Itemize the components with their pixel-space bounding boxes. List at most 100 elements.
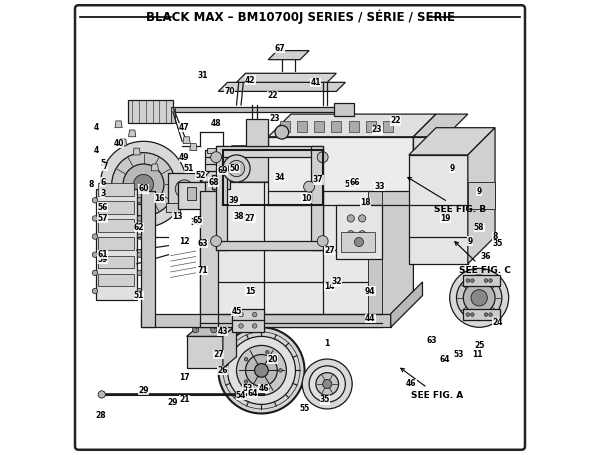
- Polygon shape: [183, 137, 190, 144]
- Polygon shape: [409, 128, 495, 155]
- Polygon shape: [236, 73, 336, 82]
- Circle shape: [223, 155, 250, 182]
- Text: SEE FIG. C: SEE FIG. C: [455, 242, 511, 275]
- Circle shape: [123, 164, 164, 205]
- Circle shape: [316, 373, 338, 395]
- Circle shape: [100, 142, 187, 228]
- Text: 38: 38: [233, 212, 244, 221]
- Text: 17: 17: [179, 373, 190, 382]
- Polygon shape: [141, 313, 391, 327]
- Bar: [314, 121, 324, 132]
- Circle shape: [317, 152, 328, 162]
- Text: 70: 70: [224, 87, 235, 96]
- Text: 41: 41: [311, 78, 321, 87]
- Circle shape: [98, 391, 106, 398]
- Text: 60: 60: [138, 184, 149, 193]
- Text: 23: 23: [372, 126, 382, 135]
- Polygon shape: [468, 128, 495, 264]
- Polygon shape: [128, 101, 173, 123]
- Text: 64: 64: [440, 354, 451, 364]
- Circle shape: [466, 279, 470, 283]
- Circle shape: [347, 215, 355, 222]
- Text: 4: 4: [94, 123, 100, 132]
- Circle shape: [175, 180, 193, 198]
- Circle shape: [347, 231, 355, 238]
- Circle shape: [470, 279, 474, 283]
- Text: 13: 13: [172, 212, 183, 221]
- Circle shape: [137, 270, 143, 276]
- Circle shape: [211, 152, 221, 162]
- Text: 11: 11: [472, 350, 482, 359]
- Polygon shape: [128, 130, 136, 137]
- Text: 51: 51: [134, 291, 144, 300]
- Circle shape: [457, 275, 502, 320]
- Text: 71: 71: [197, 266, 208, 275]
- Polygon shape: [268, 137, 413, 191]
- Text: 36: 36: [481, 253, 491, 262]
- Circle shape: [253, 324, 257, 328]
- Polygon shape: [169, 173, 200, 205]
- Circle shape: [304, 181, 314, 192]
- Polygon shape: [98, 201, 134, 214]
- Polygon shape: [336, 205, 382, 259]
- Polygon shape: [200, 182, 214, 327]
- Text: 57: 57: [97, 214, 108, 223]
- Text: 66: 66: [349, 177, 359, 187]
- Circle shape: [227, 336, 295, 404]
- Polygon shape: [413, 114, 468, 137]
- Circle shape: [359, 231, 366, 238]
- Text: 4: 4: [93, 146, 98, 155]
- Text: 51: 51: [345, 180, 355, 189]
- Text: 37: 37: [313, 175, 323, 184]
- Text: 8: 8: [89, 180, 94, 189]
- Text: 30: 30: [190, 218, 201, 228]
- Text: 62: 62: [134, 223, 144, 232]
- Text: 29: 29: [138, 386, 149, 395]
- Polygon shape: [98, 183, 134, 196]
- Polygon shape: [413, 137, 418, 151]
- Circle shape: [236, 345, 286, 395]
- Text: 48: 48: [211, 119, 221, 128]
- Text: 47: 47: [179, 123, 190, 132]
- Circle shape: [489, 279, 493, 283]
- Circle shape: [92, 288, 98, 294]
- Text: 22: 22: [268, 91, 278, 101]
- Text: 35: 35: [320, 395, 330, 404]
- Text: 69: 69: [218, 166, 228, 175]
- Circle shape: [137, 234, 143, 239]
- Polygon shape: [187, 187, 196, 200]
- Polygon shape: [382, 146, 413, 327]
- Polygon shape: [245, 119, 268, 146]
- Text: 43: 43: [218, 327, 228, 336]
- Circle shape: [470, 313, 474, 316]
- Circle shape: [484, 279, 488, 283]
- Text: 19: 19: [440, 214, 451, 223]
- Circle shape: [266, 387, 269, 390]
- Polygon shape: [205, 151, 241, 171]
- Polygon shape: [115, 121, 122, 128]
- Text: 14: 14: [324, 282, 335, 291]
- Text: 33: 33: [374, 182, 385, 191]
- Text: 34: 34: [274, 173, 285, 182]
- Circle shape: [466, 313, 470, 316]
- Text: 46: 46: [259, 384, 269, 393]
- Polygon shape: [187, 325, 236, 336]
- Circle shape: [134, 174, 154, 194]
- Text: 23: 23: [270, 114, 280, 123]
- Polygon shape: [216, 146, 323, 157]
- Circle shape: [193, 326, 199, 333]
- Text: 27: 27: [245, 214, 256, 223]
- Polygon shape: [463, 275, 500, 287]
- Text: 49: 49: [179, 153, 190, 162]
- Text: 40: 40: [113, 139, 124, 148]
- Polygon shape: [463, 309, 500, 320]
- Polygon shape: [98, 256, 134, 268]
- Text: 63: 63: [197, 239, 208, 248]
- Text: 65: 65: [193, 216, 203, 225]
- Text: 21: 21: [179, 395, 190, 404]
- Text: 51: 51: [184, 164, 194, 173]
- Text: 9: 9: [476, 187, 482, 196]
- Circle shape: [211, 236, 221, 247]
- Text: 35: 35: [492, 239, 503, 248]
- Polygon shape: [368, 182, 382, 327]
